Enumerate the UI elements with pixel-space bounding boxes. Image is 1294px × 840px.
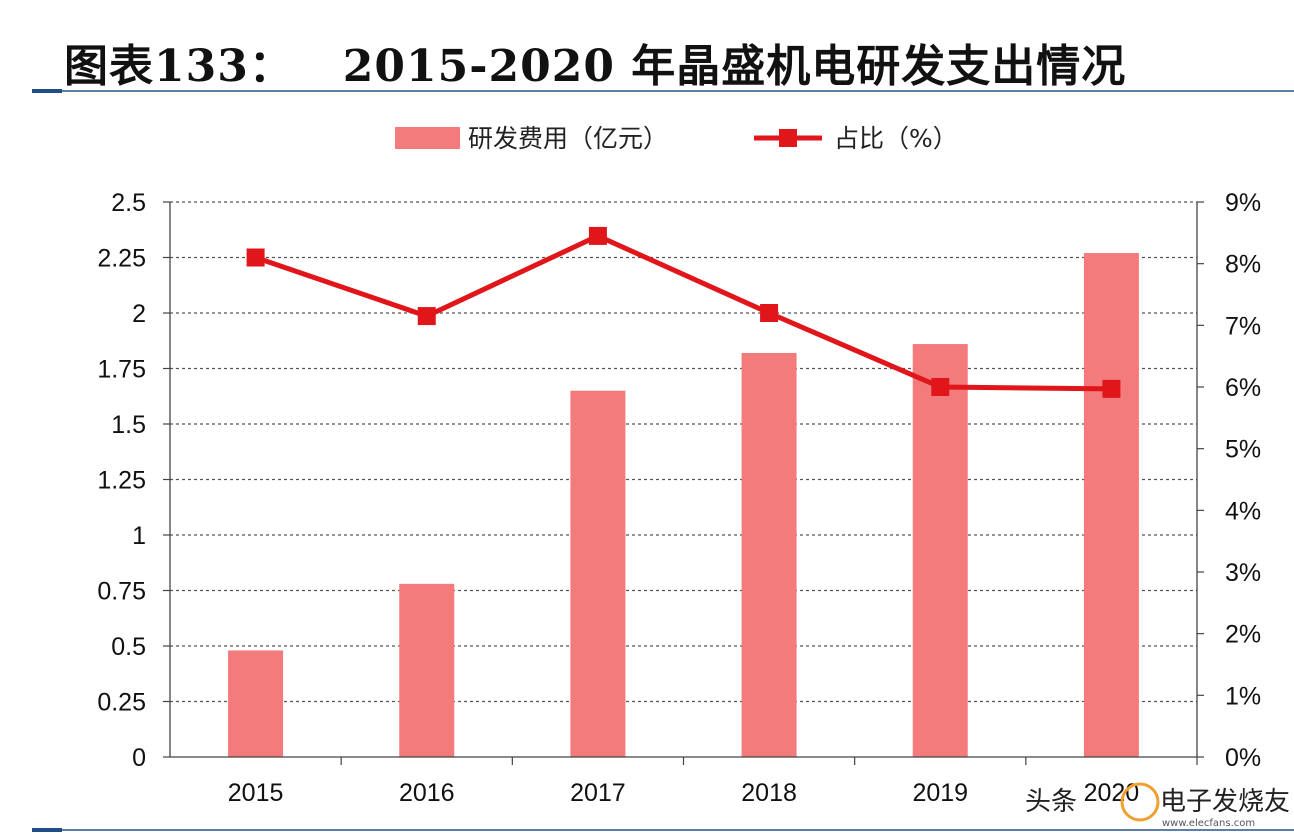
legend: 研发费用（亿元） 占比（%） [395,124,958,153]
legend-bar-label: 研发费用（亿元） [468,124,668,153]
bar-2019 [912,344,968,757]
bar-2015 [228,650,284,757]
tick-labels: 0 0.25 0.5 0.75 1 1.25 1.5 1.75 2 2.25 2.5 0% 1% 2% 3%… [97,189,1261,807]
axes [163,201,1204,765]
bar-2020 [1083,253,1139,757]
watermark-prefix: 头条 [1025,787,1077,817]
bottom-divider [32,829,1294,831]
y-left-tick-label: 2.25 [97,245,146,273]
top-divider-accent [32,89,62,93]
watermark-logo-icon [1120,782,1160,822]
legend-bar-swatch [395,127,460,149]
y-right-tick-label: 0% [1225,744,1261,772]
y-left-tick-label: 1.5 [111,411,146,439]
y-right-tick-label: 1% [1225,682,1261,710]
ratio-line [246,226,1121,398]
bottom-divider-accent [32,828,62,832]
ratio-point-2017 [588,226,607,245]
legend-line-marker [779,129,797,147]
y-right-tick-label: 9% [1225,189,1261,217]
y-left-tick-label: 2 [132,300,146,328]
ratio-point-2015 [246,248,265,267]
bars [228,253,1139,757]
x-tick-label: 2017 [570,779,626,807]
watermark: 头条 电子发烧友 www.elecfans.com [1025,782,1290,829]
y-right-tick-label: 8% [1225,251,1261,279]
x-tick-label: 2020 [1084,779,1140,807]
y-left-tick-label: 1.25 [97,467,146,495]
ratio-line-path [254,233,1112,392]
y-right-tick-label: 4% [1225,497,1261,525]
ratio-point-2016 [417,307,436,326]
bar-2016 [399,583,455,757]
top-divider [32,90,1294,92]
y-right-tick-label: 5% [1225,436,1261,464]
ratio-point-2018 [760,304,779,322]
legend-line-label: 占比（%） [834,124,958,153]
y-right-tick-label: 2% [1225,621,1261,649]
x-tick-label: 2016 [399,779,455,807]
y-right-tick-label: 3% [1225,559,1261,587]
bar-2018 [741,352,797,757]
x-tick-label: 2015 [228,779,284,807]
x-tick-label: 2019 [912,779,968,807]
x-tick-label: 2018 [741,779,797,807]
watermark-brand: 电子发烧友 [1160,787,1290,817]
y-left-tick-label: 0 [132,744,146,772]
y-right-tick-label: 7% [1225,312,1261,340]
watermark-site: www.elecfans.com [1162,818,1255,829]
y-left-tick-label: 1.75 [97,356,146,384]
y-left-tick-label: 2.5 [111,189,146,217]
chart-title: 图表133： 2015-2020 年晶盛机电研发支出情况 [64,41,1127,92]
ratio-point-2020 [1102,379,1121,398]
y-left-tick-label: 0.25 [97,689,146,717]
y-right-tick-label: 6% [1225,374,1261,402]
y-left-tick-label: 0.75 [97,578,146,606]
y-left-tick-label: 1 [132,522,146,550]
bar-2017 [570,390,626,757]
y-left-tick-label: 0.5 [111,633,146,661]
ratio-point-2019 [931,378,950,396]
